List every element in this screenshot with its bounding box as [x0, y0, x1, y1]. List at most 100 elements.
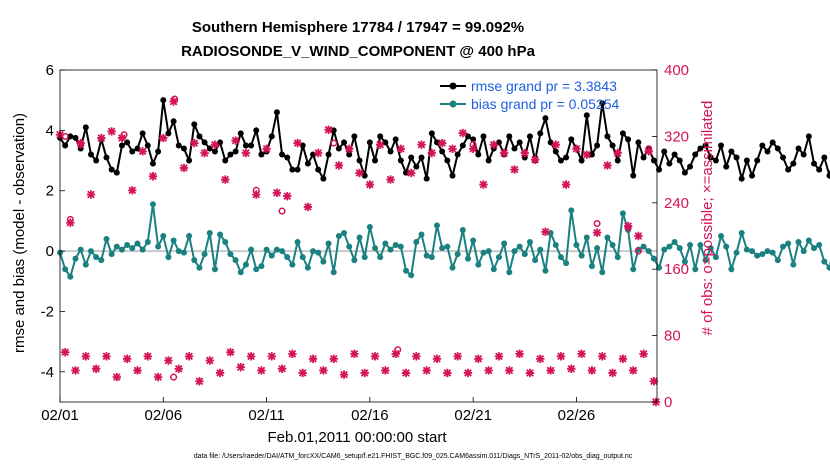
obs-assimilated-marker: [474, 354, 483, 364]
data-point: [769, 139, 776, 146]
data-point: [206, 145, 213, 152]
data-point: [103, 236, 110, 243]
data-point: [346, 151, 353, 158]
obs-assimilated-marker: [515, 349, 524, 359]
data-point: [129, 245, 136, 252]
data-point: [671, 151, 678, 158]
obs-assimilated-marker: [76, 138, 85, 148]
legend-rmse-marker: [449, 82, 457, 90]
obs-assimilated-marker: [241, 148, 251, 158]
obs-possible-marker: [278, 207, 286, 215]
data-point: [408, 272, 415, 279]
data-point: [800, 248, 807, 255]
obs-assimilated-marker: [314, 148, 323, 158]
data-point: [180, 249, 187, 256]
data-point: [702, 257, 709, 264]
obs-assimilated-marker: [231, 136, 240, 145]
data-point: [175, 142, 182, 149]
legend-bias-label: bias grand pr = 0.05254: [471, 96, 619, 112]
data-point: [242, 261, 249, 268]
obs-assimilated-marker: [122, 354, 132, 364]
y-axis-right: 0 80 160 240 320 400: [652, 62, 689, 411]
obs-assimilated-marker: [246, 352, 256, 361]
obs-assimilated-marker: [112, 372, 122, 382]
plot-area: [55, 69, 830, 407]
data-point: [392, 136, 399, 143]
data-point: [728, 148, 735, 155]
data-point: [284, 254, 291, 261]
data-point: [785, 166, 792, 173]
data-point: [160, 97, 167, 104]
obs-assimilated-marker: [572, 144, 581, 154]
obs-assimilated-marker: [91, 364, 101, 373]
data-point: [325, 151, 332, 158]
obs-assimilated-marker: [494, 352, 504, 361]
y-tick-label: 6: [46, 62, 54, 79]
chart-title: Southern Hemisphere 17784 / 17947 = 99.0…: [192, 19, 524, 36]
data-point: [113, 243, 120, 250]
data-point: [175, 248, 182, 255]
data-point: [780, 243, 787, 250]
data-point: [588, 263, 595, 270]
data-point: [671, 239, 678, 246]
data-point: [563, 154, 570, 161]
data-point: [790, 160, 797, 167]
y2-tick-label: 400: [664, 62, 689, 79]
data-point: [439, 148, 446, 155]
data-point: [268, 252, 275, 259]
obs-assimilated-marker: [81, 352, 91, 361]
data-point: [625, 136, 632, 143]
data-point: [222, 157, 229, 164]
data-point: [248, 142, 255, 149]
data-point: [537, 246, 544, 253]
data-point: [568, 207, 575, 214]
data-point: [511, 145, 518, 152]
obs-assimilated-marker: [381, 366, 390, 375]
data-point: [423, 252, 430, 259]
data-point: [170, 118, 177, 125]
data-point: [738, 229, 745, 236]
data-point: [805, 133, 812, 140]
y2-tick-label: 240: [664, 195, 689, 212]
obs-assimilated-marker: [60, 348, 70, 357]
obs-assimilated-marker: [525, 368, 535, 378]
data-point: [681, 169, 688, 176]
data-point: [444, 243, 451, 250]
data-point: [666, 243, 673, 250]
obs-assimilated-marker: [184, 352, 194, 361]
data-point: [263, 246, 270, 253]
data-point: [299, 254, 306, 261]
data-point: [186, 233, 193, 239]
data-point: [341, 139, 348, 146]
data-point: [320, 175, 327, 182]
data-point: [211, 148, 218, 155]
data-point: [640, 154, 647, 161]
data-point: [506, 133, 513, 140]
data-point: [495, 254, 502, 261]
obs-assimilated-marker: [623, 221, 633, 231]
data-point: [93, 254, 100, 261]
data-point: [743, 246, 750, 253]
data-point: [697, 145, 704, 152]
obs-assimilated-marker: [324, 125, 333, 134]
data-point: [614, 254, 621, 261]
obs-assimilated-marker: [437, 138, 447, 148]
data-point: [439, 245, 446, 252]
data-point: [459, 226, 466, 233]
data-point: [506, 269, 513, 276]
data-point: [816, 242, 823, 249]
data-point: [87, 151, 94, 158]
data-point: [485, 248, 492, 255]
data-point: [149, 201, 156, 208]
data-point: [666, 160, 673, 167]
obs-assimilated-marker: [293, 138, 302, 148]
obs-assimilated-marker: [412, 352, 421, 361]
obs-assimilated-marker: [629, 366, 638, 375]
data-point: [284, 154, 291, 161]
data-point: [444, 157, 451, 164]
obs-assimilated-marker: [272, 188, 282, 198]
data-point: [428, 254, 435, 261]
data-point: [330, 269, 337, 276]
obs-assimilated-marker: [133, 366, 142, 375]
data-point: [614, 157, 621, 164]
